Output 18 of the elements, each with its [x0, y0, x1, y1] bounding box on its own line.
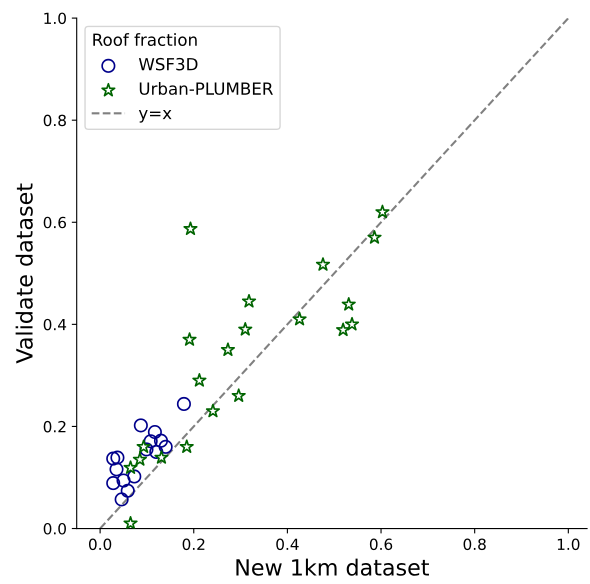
y-tick-label: 0.8 [44, 114, 66, 126]
x-axis-title: New 1km dataset [236, 558, 429, 576]
legend-label: Urban-PLUMBER [140, 82, 273, 95]
y-tick-label: 0.6 [44, 216, 66, 228]
y-tick-label: 0.4 [44, 318, 66, 330]
y-tick-label: 0.0 [44, 522, 66, 535]
x-tick-label: 0.6 [370, 538, 392, 550]
x-tick-label: 0.0 [88, 538, 112, 550]
x-tick-label: 0.2 [182, 538, 204, 550]
x-tick-label: 1.0 [558, 538, 580, 550]
y-tick-label: 0.2 [44, 420, 66, 432]
legend-label: y=x [138, 110, 172, 123]
legend-title: Roof fraction [93, 33, 197, 46]
y-tick-label: 1.0 [44, 12, 66, 24]
x-tick-label: 0.8 [464, 538, 486, 550]
x-tick-label: 0.4 [276, 538, 299, 550]
legend-label: WSF3D [138, 58, 198, 70]
y-axis-title: Validate dataset [16, 184, 33, 364]
